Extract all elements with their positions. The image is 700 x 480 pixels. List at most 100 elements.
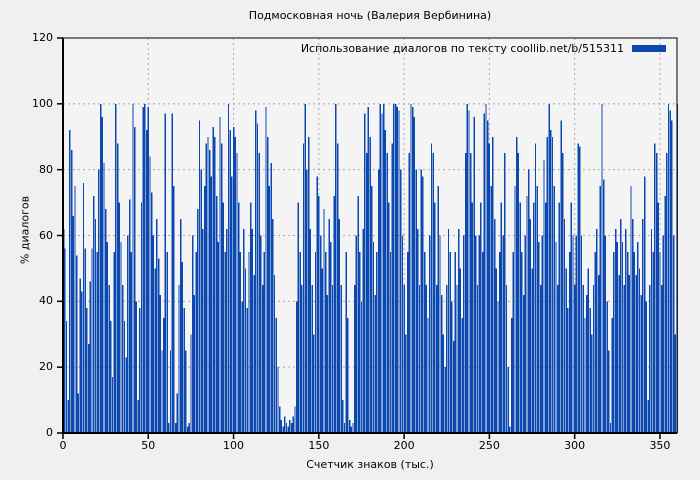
bar	[77, 393, 80, 433]
bar	[487, 120, 489, 433]
bar	[456, 284, 458, 434]
bar	[248, 251, 250, 433]
bar	[238, 202, 240, 433]
bar	[72, 215, 74, 433]
bar	[137, 400, 139, 433]
bar	[497, 301, 499, 433]
bar	[130, 251, 132, 433]
bar	[642, 219, 644, 433]
y-tick-label: 40	[39, 294, 53, 308]
bar	[667, 103, 670, 433]
bar	[314, 251, 317, 433]
bar	[543, 159, 545, 434]
x-tick-label: 300	[564, 439, 586, 452]
bar	[181, 261, 184, 433]
bar	[509, 426, 511, 433]
bar	[67, 400, 69, 433]
bar	[362, 228, 364, 433]
bar	[284, 416, 286, 433]
bar	[548, 103, 550, 433]
chart-title: Подмосковная ночь (Валерия Вербинина)	[248, 9, 492, 22]
bar	[133, 126, 136, 434]
bar	[200, 169, 202, 434]
bar	[620, 219, 622, 433]
bar	[555, 242, 557, 433]
bar	[243, 228, 245, 433]
bar	[381, 113, 383, 434]
bar	[178, 284, 180, 434]
bar	[244, 268, 247, 433]
bar	[458, 228, 460, 433]
bar	[606, 301, 608, 433]
bar	[461, 317, 463, 433]
bar	[272, 219, 274, 433]
bar	[669, 110, 671, 434]
bar	[394, 103, 397, 433]
bar	[191, 235, 194, 433]
bar	[176, 393, 179, 433]
bar	[522, 294, 525, 433]
bar	[227, 103, 230, 433]
bar	[253, 275, 255, 433]
legend-swatch	[632, 44, 666, 52]
bar	[287, 426, 289, 433]
bar	[222, 202, 225, 433]
bar	[265, 107, 267, 434]
bar	[104, 209, 107, 433]
bar	[643, 176, 646, 433]
bar	[164, 113, 167, 434]
bar	[82, 182, 85, 433]
bar	[70, 149, 73, 434]
x-tick-label: 250	[478, 439, 500, 452]
bar	[210, 176, 213, 433]
x-tick-label: 200	[393, 439, 415, 452]
bar	[565, 268, 567, 433]
bar	[239, 251, 242, 433]
bar	[473, 117, 475, 433]
bar	[393, 103, 395, 433]
bar	[313, 334, 315, 433]
bar	[215, 196, 218, 433]
bar	[560, 120, 562, 433]
bar	[454, 251, 457, 433]
bar	[567, 307, 569, 433]
bar	[435, 284, 438, 434]
bar	[318, 196, 320, 433]
bar	[427, 317, 429, 433]
bar	[142, 107, 144, 434]
bar	[357, 196, 359, 433]
bar	[326, 294, 329, 433]
bar	[202, 228, 204, 433]
bar	[674, 334, 677, 433]
bar	[396, 107, 399, 434]
bar	[587, 268, 590, 433]
bar	[330, 242, 332, 433]
bar	[596, 228, 598, 433]
bar	[364, 113, 366, 434]
bar	[367, 107, 370, 434]
x-tick-label: 100	[223, 439, 245, 452]
bar	[226, 228, 228, 433]
bar	[645, 301, 648, 433]
bar	[516, 136, 518, 433]
bar	[585, 294, 588, 433]
bar	[623, 284, 625, 434]
bar	[580, 235, 583, 433]
bar	[633, 251, 636, 433]
bar	[359, 251, 361, 433]
y-tick-label: 100	[32, 96, 53, 110]
bar	[654, 143, 656, 433]
bar	[468, 110, 470, 434]
bar	[382, 103, 385, 433]
bar-series	[63, 103, 678, 434]
bar	[495, 268, 497, 433]
bar	[529, 219, 532, 433]
bar	[159, 294, 161, 433]
bar	[488, 143, 491, 433]
bar	[101, 117, 103, 433]
bar	[664, 196, 666, 433]
bar	[558, 202, 561, 433]
bar	[328, 219, 330, 433]
bar	[282, 426, 284, 433]
